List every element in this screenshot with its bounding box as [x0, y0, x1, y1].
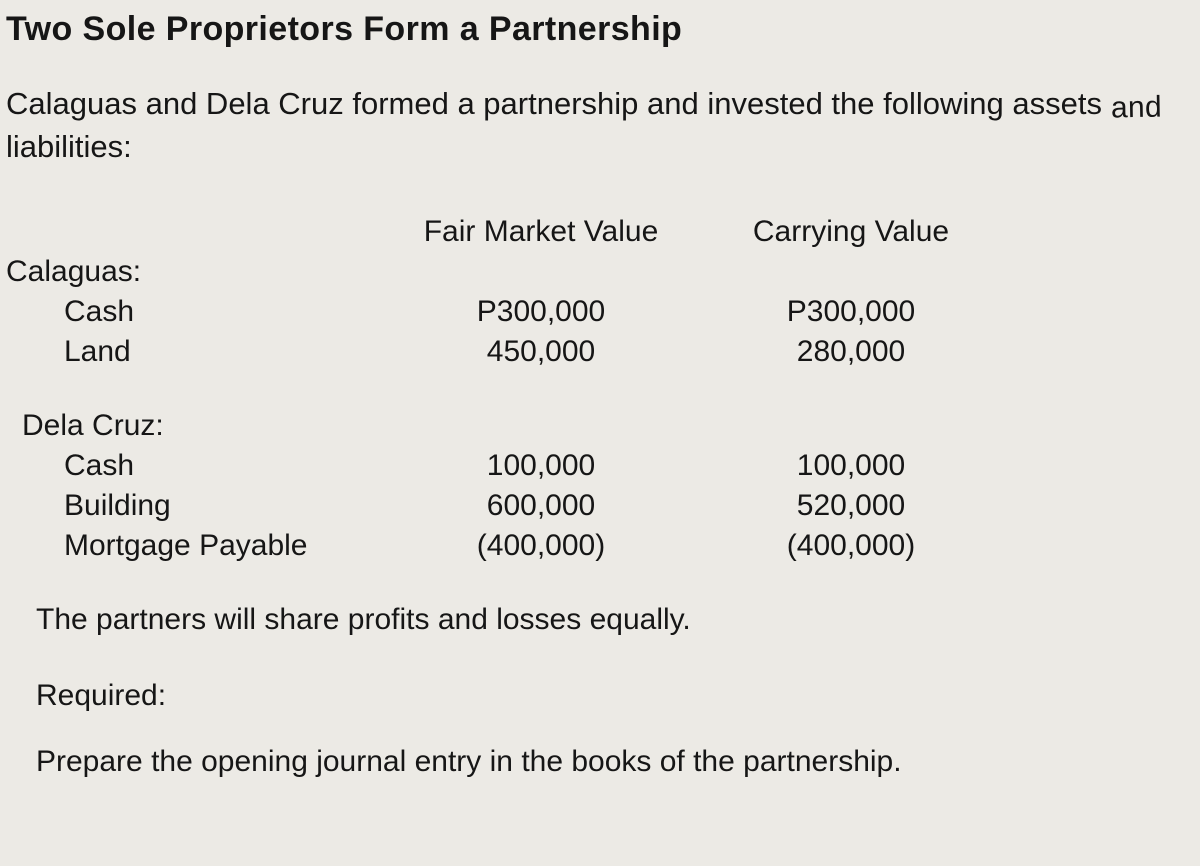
- intro-line1-trail: and: [1110, 88, 1162, 129]
- table-cell-blank: [386, 255, 696, 289]
- required-task: Prepare the opening journal entry in the…: [6, 745, 1172, 779]
- p2-row0-cv: 100,000: [696, 449, 1006, 483]
- intro-line2: liabilities:: [6, 129, 132, 164]
- column-header-cv: Carrying Value: [696, 215, 1006, 249]
- intro-line1-main: Calaguas and Dela Cruz formed a partners…: [6, 86, 1102, 121]
- p2-row1-cv: 520,000: [696, 489, 1006, 523]
- p2-row1-fmv: 600,000: [386, 489, 696, 523]
- p1-row0-cv: P300,000: [696, 295, 1006, 329]
- column-header-fmv: Fair Market Value: [386, 215, 696, 249]
- table-spacer: [6, 375, 386, 403]
- p2-row2-fmv: (400,000): [386, 529, 696, 563]
- p2-row1-label: Building: [6, 489, 386, 523]
- p1-row1-label: Land: [6, 335, 386, 369]
- investment-table: Fair Market Value Carrying Value Calagua…: [6, 215, 1172, 563]
- required-label: Required:: [6, 679, 1172, 713]
- p2-row0-fmv: 100,000: [386, 449, 696, 483]
- intro-paragraph: Calaguas and Dela Cruz formed a partners…: [6, 83, 1172, 167]
- p1-row1-fmv: 450,000: [386, 335, 696, 369]
- table-cell-blank: [386, 409, 696, 443]
- table-cell-blank: [696, 255, 1006, 289]
- profit-sharing-note: The partners will share profits and loss…: [6, 603, 1172, 637]
- p1-row0-fmv: P300,000: [386, 295, 696, 329]
- partner1-name: Calaguas:: [6, 255, 386, 289]
- p2-row2-label: Mortgage Payable: [6, 529, 386, 563]
- table-header-blank: [6, 215, 386, 249]
- table-spacer: [696, 375, 1006, 403]
- partner2-name: Dela Cruz:: [6, 409, 386, 443]
- document-page: Two Sole Proprietors Form a Partnership …: [0, 0, 1200, 799]
- table-spacer: [386, 375, 696, 403]
- p1-row1-cv: 280,000: [696, 335, 1006, 369]
- p2-row0-label: Cash: [6, 449, 386, 483]
- p2-row2-cv: (400,000): [696, 529, 1006, 563]
- page-title: Two Sole Proprietors Form a Partnership: [6, 10, 1172, 49]
- table-cell-blank: [696, 409, 1006, 443]
- p1-row0-label: Cash: [6, 295, 386, 329]
